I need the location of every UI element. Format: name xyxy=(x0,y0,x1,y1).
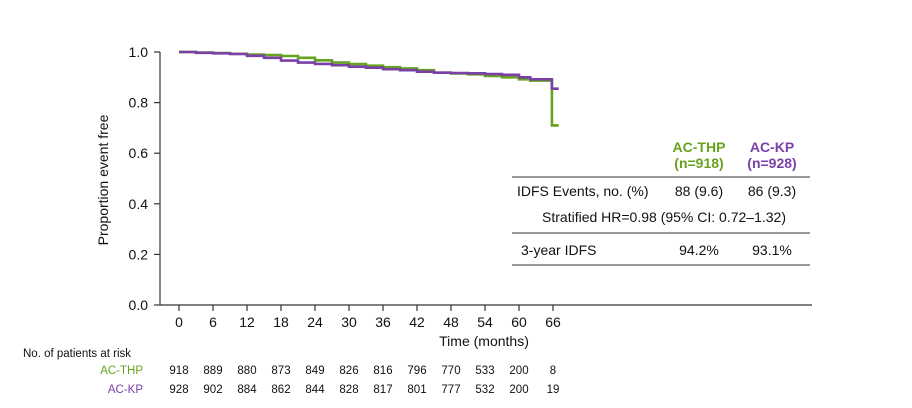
stats-table: AC-THP (n=918) AC-KP (n=928) IDFS Events… xyxy=(512,139,810,266)
y-tick-label: 1.0 xyxy=(129,44,149,60)
risk-value: 817 xyxy=(373,384,392,396)
risk-value: 19 xyxy=(547,384,560,396)
risk-value: 873 xyxy=(271,365,290,377)
risk-table: No. of patients at risk AC-THP 918 889 880 8… xyxy=(23,348,559,396)
y-tick-label: 0.6 xyxy=(129,145,149,161)
risk-row-label: AC-THP xyxy=(100,365,143,377)
x-tick-label: 66 xyxy=(545,314,561,330)
x-tick-label: 60 xyxy=(511,314,527,330)
x-tick-label: 30 xyxy=(341,314,357,330)
risk-value: 796 xyxy=(407,365,426,377)
col1-header-n: (n=918) xyxy=(674,155,723,171)
x-ticks: 0 6 12 18 24 30 36 42 48 54 60 66 xyxy=(175,305,561,330)
x-tick-label: 54 xyxy=(477,314,493,330)
x-tick-label: 24 xyxy=(307,314,323,330)
risk-value: 826 xyxy=(339,365,358,377)
y-tick-label: 0.4 xyxy=(129,196,149,212)
y-tick-label: 0.2 xyxy=(129,246,149,262)
risk-value: 777 xyxy=(441,384,460,396)
risk-value: 8 xyxy=(550,365,556,377)
x-tick-label: 6 xyxy=(209,314,217,330)
risk-value: 200 xyxy=(509,384,528,396)
row-3yr-col1: 94.2% xyxy=(679,242,719,258)
x-tick-label: 42 xyxy=(409,314,425,330)
risk-value: 200 xyxy=(509,365,528,377)
col2-header-name: AC-KP xyxy=(750,139,794,155)
risk-value: 880 xyxy=(237,365,256,377)
y-ticks: 0.0 0.2 0.4 0.6 0.8 1.0 xyxy=(129,44,160,313)
risk-row-label: AC-KP xyxy=(108,384,143,396)
y-tick-label: 0.8 xyxy=(129,95,149,111)
row-3yr-label: 3-year IDFS xyxy=(521,242,596,258)
row-events-col2: 86 (9.3) xyxy=(748,183,796,199)
row-3yr-col2: 93.1% xyxy=(752,242,792,258)
risk-value: 533 xyxy=(475,365,494,377)
row-hr-text: Stratified HR=0.98 (95% CI: 0.72–1.32) xyxy=(542,209,786,225)
x-tick-label: 36 xyxy=(375,314,391,330)
risk-value: 862 xyxy=(271,384,290,396)
x-tick-label: 12 xyxy=(239,314,255,330)
km-curve-ac-kp xyxy=(179,50,559,90)
x-axis-label: Time (months) xyxy=(439,333,529,349)
risk-value: 828 xyxy=(339,384,358,396)
km-curve-ac-thp xyxy=(179,50,559,127)
x-tick-label: 0 xyxy=(175,314,183,330)
row-events-col1: 88 (9.6) xyxy=(675,183,723,199)
risk-title: No. of patients at risk xyxy=(23,348,131,360)
x-tick-label: 18 xyxy=(273,314,289,330)
y-tick-label: 0.0 xyxy=(129,297,149,313)
risk-value: 849 xyxy=(305,365,324,377)
risk-value: 884 xyxy=(237,384,257,396)
risk-value: 844 xyxy=(305,384,325,396)
risk-value: 816 xyxy=(373,365,392,377)
risk-value: 902 xyxy=(203,384,222,396)
risk-value: 532 xyxy=(475,384,494,396)
risk-value: 918 xyxy=(169,365,188,377)
plot-lines xyxy=(179,50,559,127)
col2-header-n: (n=928) xyxy=(747,155,796,171)
row-events-label: IDFS Events, no. (%) xyxy=(517,183,648,199)
risk-value: 889 xyxy=(203,365,222,377)
risk-value: 928 xyxy=(169,384,188,396)
col1-header-name: AC-THP xyxy=(673,139,726,155)
risk-value: 801 xyxy=(407,384,426,396)
y-axis-label: Proportion event free xyxy=(95,114,111,245)
x-tick-label: 48 xyxy=(443,314,459,330)
risk-value: 770 xyxy=(441,365,460,377)
axes xyxy=(159,52,812,306)
